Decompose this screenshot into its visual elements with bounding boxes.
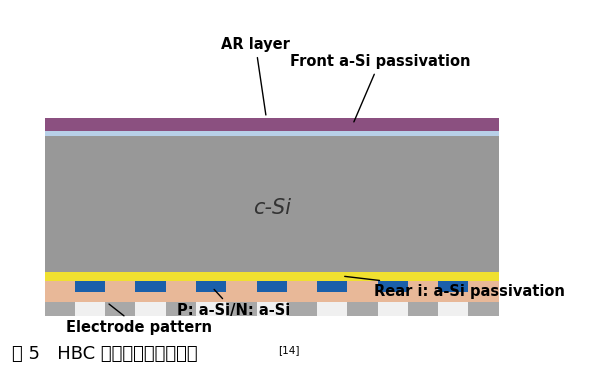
Text: P: a-Si/N: a-Si: P: a-Si/N: a-Si (177, 290, 291, 318)
Bar (256, 302, 287, 316)
Bar (438, 302, 468, 316)
Bar (317, 302, 348, 316)
Bar (378, 302, 408, 316)
Bar (44, 131, 498, 136)
Bar (44, 136, 498, 271)
Bar (75, 281, 105, 292)
Bar (136, 302, 166, 316)
Bar (378, 281, 408, 292)
Bar (317, 281, 348, 292)
Bar (438, 281, 468, 292)
Text: 图 5   HBC 太阳电池结构示意图: 图 5 HBC 太阳电池结构示意图 (12, 345, 198, 364)
Bar (44, 302, 498, 316)
Bar (196, 281, 226, 292)
Text: [14]: [14] (278, 345, 300, 355)
Text: AR layer: AR layer (221, 37, 290, 115)
Bar (196, 302, 226, 316)
Bar (136, 281, 166, 292)
Text: Rear i: a-Si passivation: Rear i: a-Si passivation (345, 276, 565, 299)
Text: Electrode pattern: Electrode pattern (66, 304, 213, 335)
Text: Front a-Si passivation: Front a-Si passivation (289, 54, 470, 122)
Bar (44, 118, 498, 131)
Bar (44, 281, 498, 302)
Bar (75, 302, 105, 316)
Bar (44, 271, 498, 281)
Bar (256, 281, 287, 292)
Text: c-Si: c-Si (253, 198, 291, 218)
